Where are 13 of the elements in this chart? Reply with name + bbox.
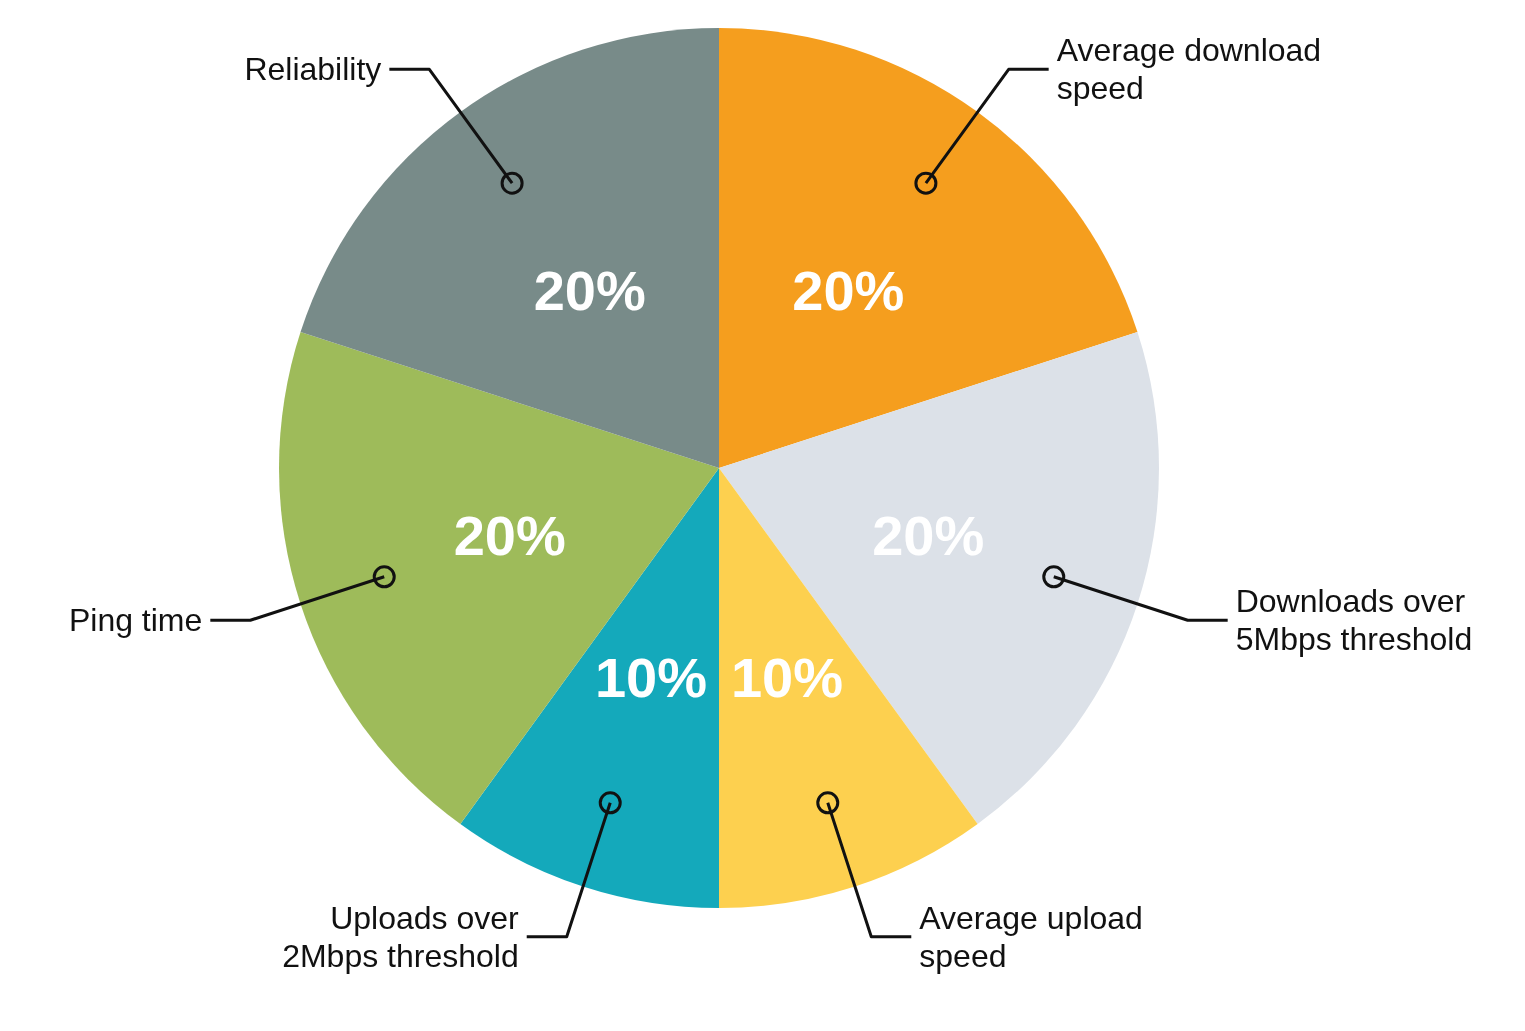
slice-label: Reliability bbox=[244, 51, 382, 88]
pie-slice bbox=[279, 332, 719, 824]
slice-label: Ping time bbox=[68, 602, 203, 639]
data-label: 20% bbox=[792, 258, 905, 322]
data-label: 10% bbox=[594, 645, 708, 709]
slice-label: Downloads over 5Mbps threshold bbox=[1235, 583, 1473, 658]
slice-label: Uploads over 2Mbps threshold bbox=[282, 899, 520, 974]
data-label: 20% bbox=[453, 504, 566, 568]
slice-label: Average upload speed bbox=[919, 899, 1143, 974]
pie-slice bbox=[719, 332, 1159, 824]
data-label: 10% bbox=[730, 645, 844, 709]
slice-label: Average download speed bbox=[1056, 32, 1322, 107]
data-label: 20% bbox=[533, 258, 646, 322]
